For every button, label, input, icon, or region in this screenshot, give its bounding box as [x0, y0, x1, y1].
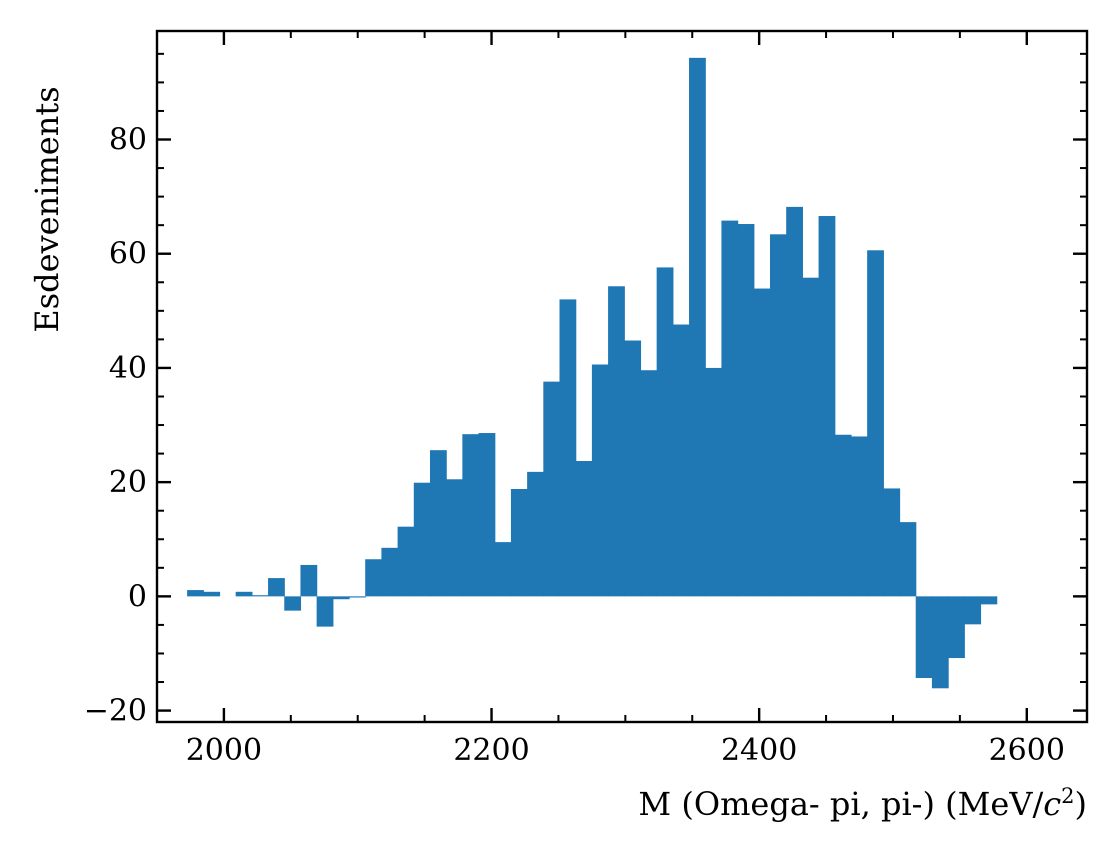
histogram-bar [527, 471, 544, 597]
histogram-bar [753, 288, 771, 597]
histogram-bar [300, 564, 318, 597]
histogram-bar [413, 482, 431, 597]
histogram-bar [640, 370, 658, 597]
x-axis-label-unit-symbol: c [1043, 785, 1061, 823]
histogram-bar [689, 57, 706, 597]
histogram-bar [786, 206, 803, 597]
histogram-bar [980, 596, 998, 605]
histogram-bar [349, 596, 366, 598]
histogram-bar [591, 364, 609, 597]
y-tick-label: 20 [109, 465, 147, 500]
histogram-bar [510, 489, 528, 597]
histogram-bar [397, 526, 415, 597]
histogram-bar [624, 340, 642, 597]
histogram-bar [494, 542, 512, 597]
histogram-bar [948, 596, 965, 659]
histogram-bar [284, 596, 302, 611]
x-axis-label-suffix: ) [1075, 785, 1087, 823]
x-tick-label: 2200 [453, 733, 529, 768]
y-axis-label: Esdeveniments [28, 86, 66, 332]
histogram-bar [608, 286, 625, 597]
y-tick-label: −20 [84, 694, 147, 729]
histogram-bar [575, 461, 593, 597]
histogram-bar [818, 216, 836, 597]
x-axis-label-unit-exponent: 2 [1061, 784, 1074, 808]
x-axis-label-main: M (Omega- pi, pi-) (MeV/ [638, 785, 1043, 823]
y-tick-label: 40 [109, 351, 147, 386]
histogram-bar [462, 434, 480, 597]
histogram-bar [332, 596, 350, 600]
histogram-bar [770, 234, 787, 597]
histogram-bar [672, 324, 690, 597]
histogram-bar [429, 450, 447, 597]
plot-frame [155, 29, 1089, 724]
histogram-bar [381, 547, 399, 597]
y-tick-label: 0 [128, 579, 147, 614]
histogram-bar [867, 250, 884, 597]
histogram-bar [316, 596, 334, 627]
histogram-bar [721, 220, 739, 597]
histogram-bar [251, 595, 269, 597]
histogram-bar [915, 596, 933, 679]
histogram-bar [446, 479, 463, 597]
histogram-bar [187, 590, 204, 597]
x-axis-label: M (Omega- pi, pi-) (MeV/c2) [638, 784, 1087, 823]
histogram-bar [883, 488, 901, 597]
x-tick-label: 2400 [721, 733, 797, 768]
bars-layer [187, 57, 998, 689]
tick-labels-layer: 2000 2200 2400 2600 −20 0 20 40 60 80 [84, 123, 1065, 769]
y-tick-label: 80 [109, 123, 147, 158]
histogram-bar [235, 591, 253, 597]
x-tick-label: 2000 [186, 733, 262, 768]
histogram-bar [802, 277, 820, 597]
histogram-bar [268, 578, 285, 597]
histogram-bar [365, 559, 382, 597]
histogram-bar [656, 267, 674, 597]
histogram-bar [543, 381, 561, 597]
histogram-bar [478, 433, 496, 597]
histogram-bar [705, 367, 723, 597]
histogram-bar [899, 522, 917, 597]
histogram-bar [834, 434, 852, 597]
y-tick-label: 60 [109, 237, 147, 272]
histogram-bar [203, 591, 221, 597]
histogram-bar [737, 224, 755, 597]
histogram-bar [850, 436, 868, 597]
histogram-bar [931, 596, 949, 689]
histogram-bar [559, 299, 577, 597]
x-tick-label: 2600 [989, 733, 1065, 768]
histogram-bar [964, 596, 982, 625]
